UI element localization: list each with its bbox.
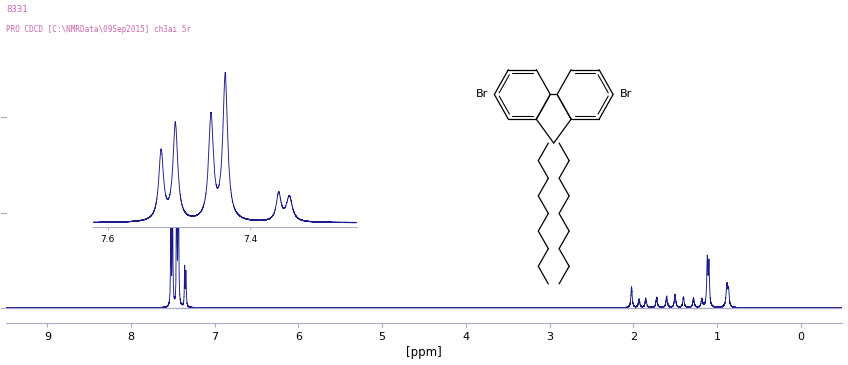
- X-axis label: [ppm]: [ppm]: [406, 346, 442, 360]
- Text: PRO CDCD [C:\NMRData\09Sep2015] ch3ai 5r: PRO CDCD [C:\NMRData\09Sep2015] ch3ai 5r: [7, 25, 192, 34]
- Text: 8331: 8331: [7, 5, 28, 14]
